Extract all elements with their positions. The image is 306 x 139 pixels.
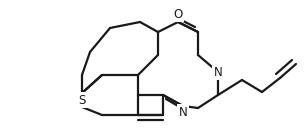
Text: N: N	[179, 106, 187, 119]
Text: O: O	[174, 8, 183, 20]
Text: S: S	[78, 94, 86, 106]
Text: N: N	[214, 65, 222, 79]
